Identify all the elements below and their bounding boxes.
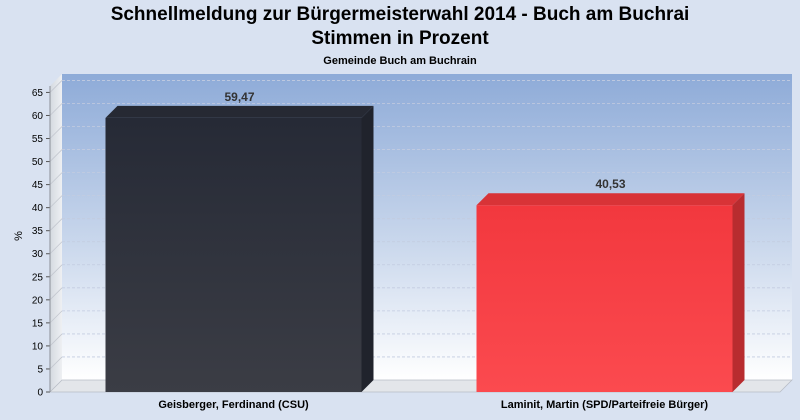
bar [476, 205, 733, 392]
gridline-wall [49, 195, 63, 208]
y-tick-label: 40 [32, 203, 44, 214]
gridline-wall [49, 80, 63, 93]
gridline-wall [49, 356, 63, 370]
y-tick-label: 5 [37, 364, 43, 375]
plot-left-wall [50, 74, 62, 392]
y-tick-label: 55 [32, 134, 44, 145]
chart-subtitle: Stimmen in Prozent [311, 28, 489, 49]
y-axis-label: % [13, 231, 25, 241]
bar-value-label: 59,47 [224, 90, 254, 104]
y-tick-label: 0 [37, 388, 43, 399]
y-tick-label: 25 [32, 272, 44, 283]
bar-top [476, 193, 745, 206]
chart-municipality-label: Gemeinde Buch am Buchrain [323, 55, 477, 67]
gridline-wall [49, 264, 63, 278]
gridline-wall [49, 126, 63, 139]
gridline-wall [49, 287, 63, 301]
chart-title: Schnellmeldung zur Bürgermeisterwahl 201… [110, 4, 690, 25]
y-tick-label: 15 [32, 318, 44, 329]
bar-value-label: 40,53 [595, 177, 625, 191]
gridline-wall [49, 172, 63, 185]
gridline-wall [49, 241, 63, 255]
y-tick-label: 30 [32, 249, 44, 260]
y-tick-label: 50 [32, 157, 44, 168]
bar-side [732, 193, 745, 392]
y-tick-label: 20 [32, 295, 44, 306]
y-tick-label: 60 [32, 111, 44, 122]
y-tick-label: 45 [32, 180, 44, 191]
x-category-label: Geisberger, Ferdinand (CSU) [158, 399, 309, 411]
bar [105, 117, 362, 392]
y-tick-label: 10 [32, 341, 44, 352]
y-tick-label: 65 [32, 88, 44, 99]
bar-top [105, 105, 374, 118]
gridline-wall [49, 149, 63, 162]
gridline-wall [49, 103, 63, 116]
y-tick-label: 35 [32, 226, 44, 237]
gridline-wall [49, 218, 63, 231]
gridline-wall [49, 310, 63, 324]
x-category-label: Laminit, Martin (SPD/Parteifreie Bürger) [501, 399, 709, 411]
bar-side [361, 105, 374, 392]
gridline-wall [49, 333, 63, 347]
